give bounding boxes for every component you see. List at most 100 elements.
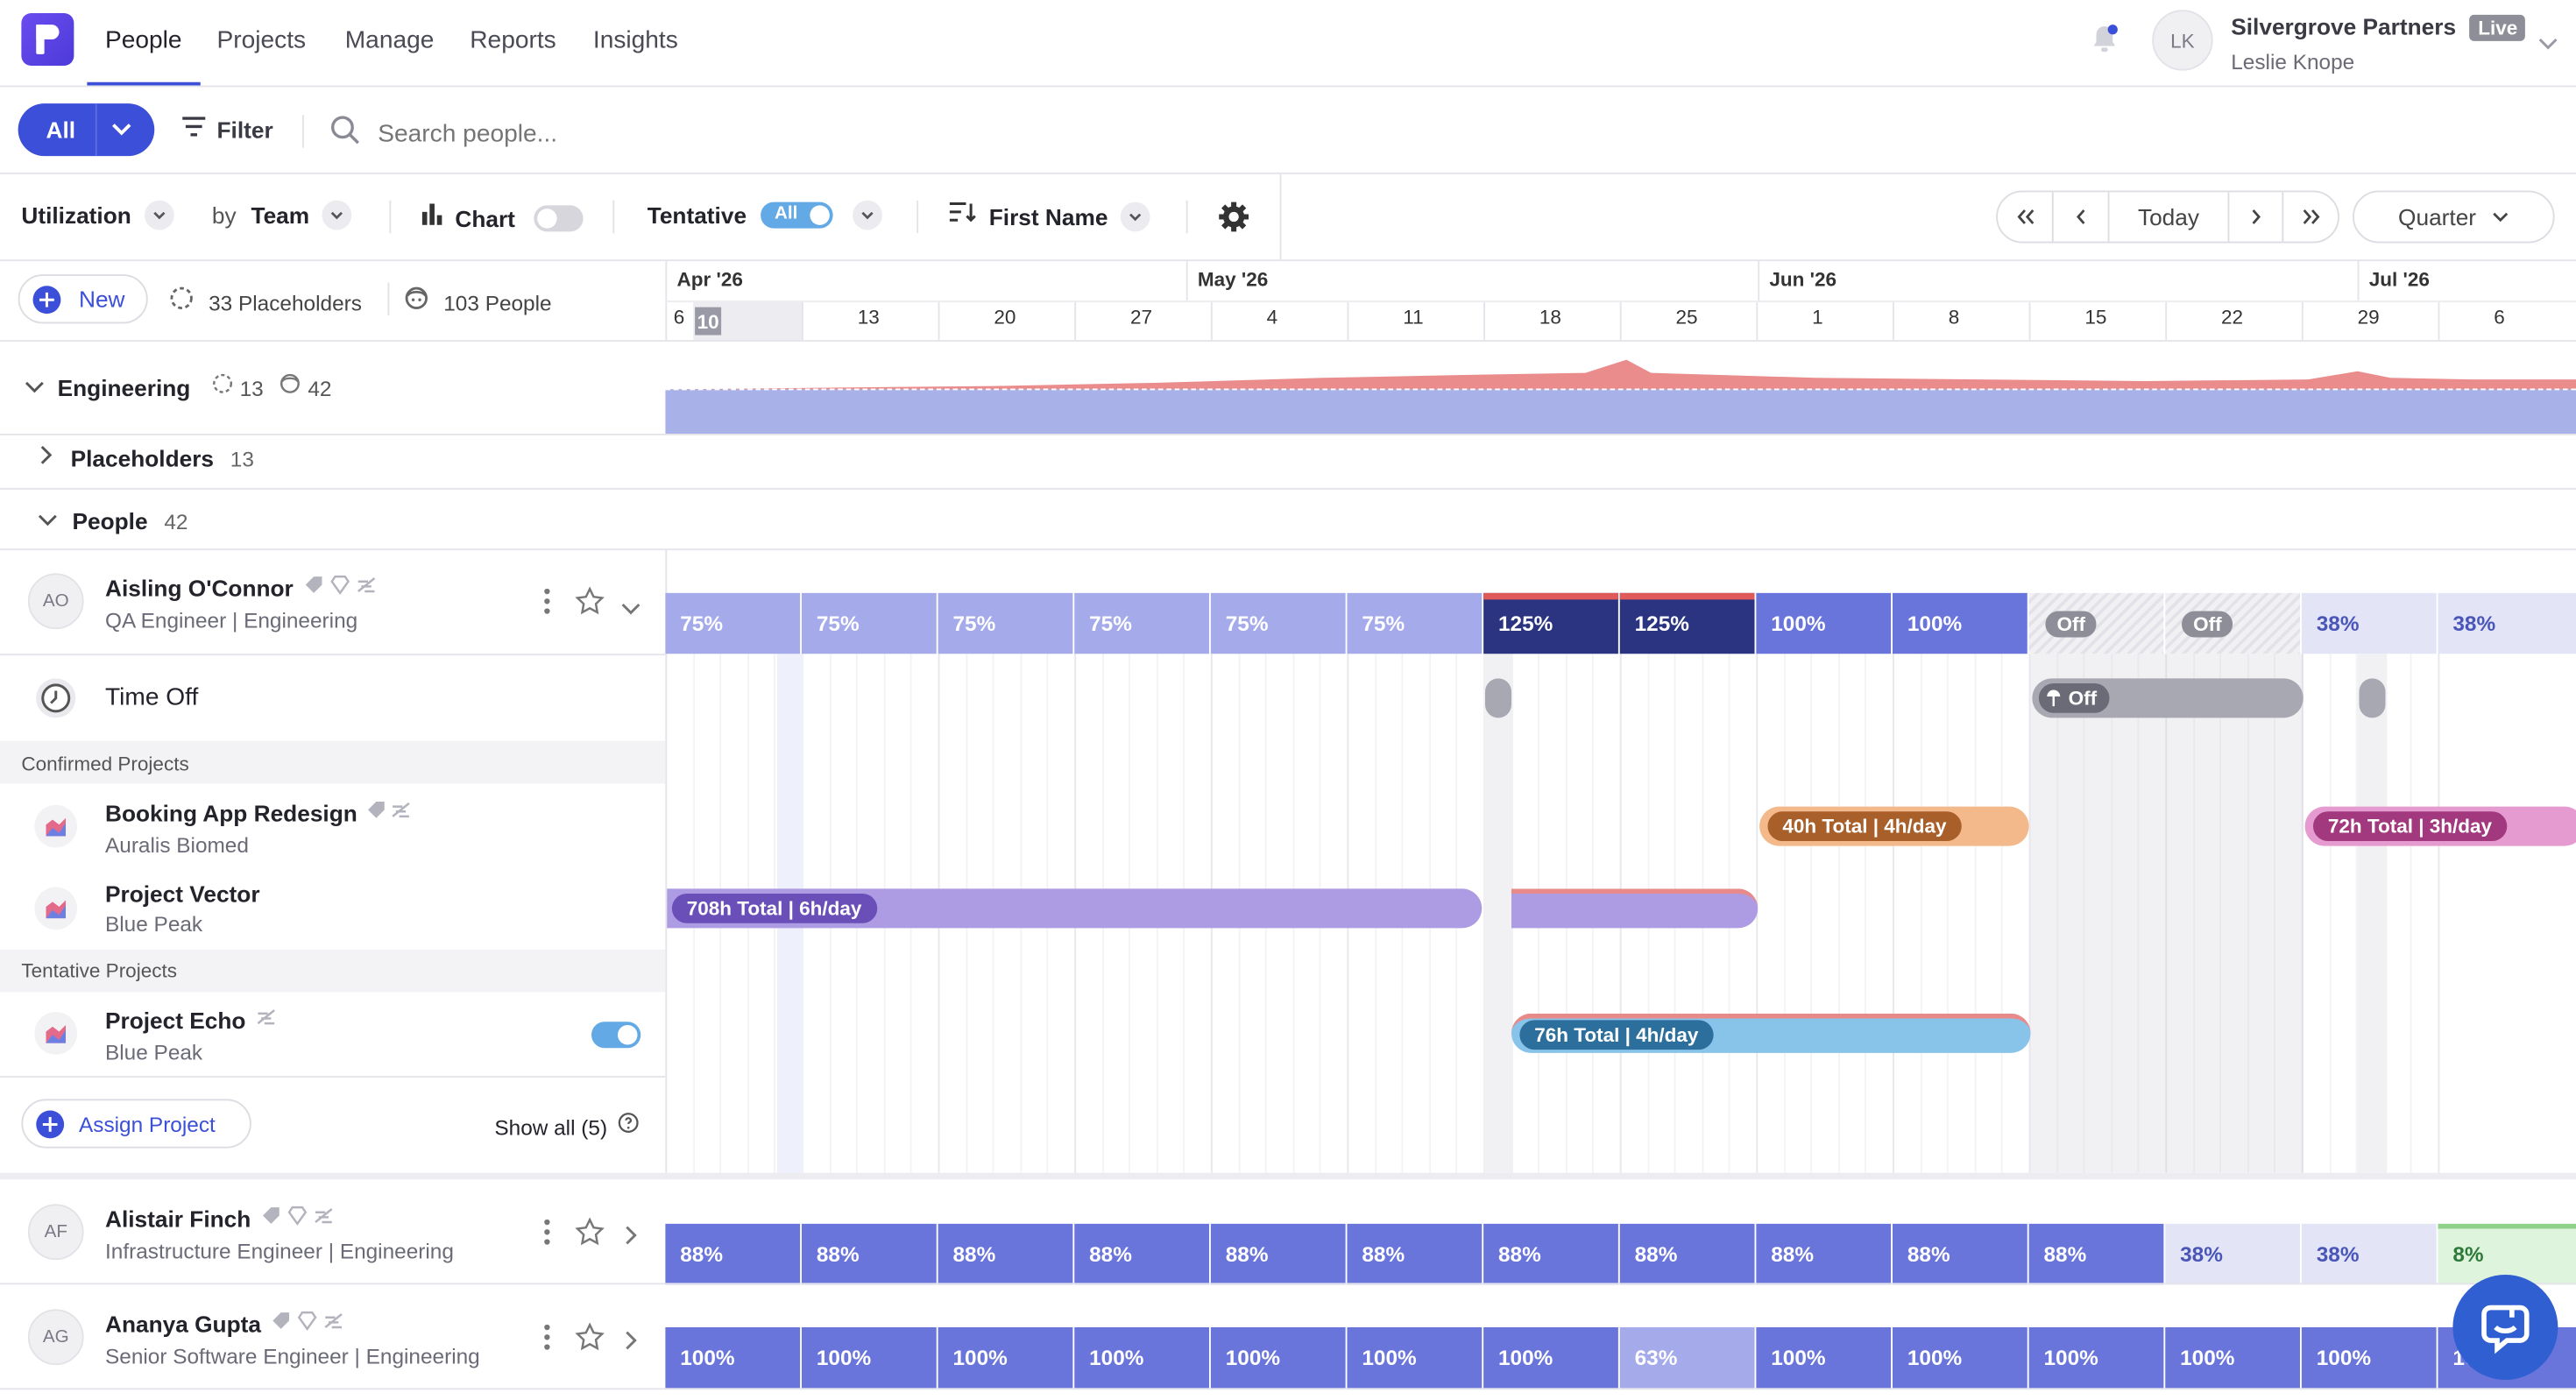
utilization-cell[interactable]: 38%	[2301, 592, 2437, 654]
jump-forward-icon[interactable]	[2283, 192, 2338, 241]
utilization-cell[interactable]: 88%	[1483, 1223, 1618, 1285]
utilization-cell[interactable]: Off	[2165, 592, 2300, 654]
chevron-down-icon[interactable]	[853, 200, 883, 230]
utilization-cell[interactable]: 75%	[802, 592, 937, 654]
tentative-toggle[interactable]	[591, 1022, 641, 1049]
utilization-cell[interactable]: 100%	[802, 1327, 937, 1389]
utilization-cell[interactable]: 100%	[1756, 592, 1892, 654]
utilization-cell[interactable]: 75%	[1347, 592, 1483, 654]
chart-toggle[interactable]: Chart	[421, 202, 583, 234]
assignment-bar[interactable]: 40h Total | 4h/day	[1759, 806, 2029, 846]
avatar[interactable]: AF	[27, 1204, 84, 1261]
time-off-block[interactable]	[2359, 678, 2386, 718]
app-logo[interactable]	[21, 13, 74, 66]
expand-chevron-right-icon[interactable]	[625, 1329, 638, 1359]
utilization-cell[interactable]: 88%	[802, 1223, 937, 1285]
utilization-dropdown[interactable]: Utilization	[21, 200, 174, 230]
help-chat-button[interactable]	[2452, 1275, 2558, 1380]
more-vertical-icon[interactable]	[542, 1324, 552, 1358]
new-button[interactable]: New	[18, 274, 148, 324]
tab-reports[interactable]: Reports	[470, 26, 556, 54]
project-info[interactable]: Project Echo Blue Peak	[105, 1006, 279, 1064]
account-chevron-down-icon[interactable]	[2538, 30, 2558, 60]
person-info[interactable]: Aisling O'Connor QA Engineer | Engineeri…	[105, 573, 379, 633]
utilization-cell[interactable]: 100%	[665, 1327, 801, 1389]
utilization-cell[interactable]: 100%	[1893, 1327, 2028, 1389]
utilization-cell[interactable]: 8%	[2438, 1223, 2576, 1285]
utilization-cell[interactable]: 100%	[2301, 1327, 2437, 1389]
show-all-link[interactable]: Show all (5)	[494, 1112, 638, 1142]
utilization-cell[interactable]: 75%	[938, 592, 1073, 654]
utilization-cell[interactable]: 100%	[1483, 1327, 1618, 1389]
collapse-chevron-down-icon[interactable]	[621, 595, 641, 625]
group-by-dropdown[interactable]: by Team	[212, 200, 352, 230]
chevron-right-icon[interactable]	[2229, 192, 2284, 242]
utilization-cell[interactable]: 88%	[938, 1223, 1073, 1285]
utilization-cell[interactable]: 88%	[1210, 1223, 1346, 1285]
placeholders-count[interactable]: 33 Placeholders	[169, 286, 362, 319]
utilization-cell[interactable]: Off	[2028, 592, 2164, 654]
utilization-cell[interactable]: 88%	[1074, 1223, 1209, 1285]
person-info[interactable]: Ananya Gupta Senior Software Engineer | …	[105, 1309, 480, 1368]
utilization-cell[interactable]: 100%	[1210, 1327, 1346, 1389]
range-dropdown[interactable]: Quarter	[2353, 190, 2555, 244]
notifications-bell-icon[interactable]	[2086, 21, 2122, 57]
jump-back-icon[interactable]	[1998, 192, 2054, 242]
more-vertical-icon[interactable]	[542, 1219, 552, 1253]
utilization-cell[interactable]: 100%	[2165, 1327, 2300, 1389]
more-vertical-icon[interactable]	[542, 588, 552, 622]
star-icon[interactable]	[575, 1217, 605, 1255]
assignment-bar[interactable]: 708h Total | 6h/day	[667, 888, 1483, 929]
utilization-cell[interactable]: 75%	[1074, 592, 1209, 654]
utilization-cell[interactable]: 75%	[665, 592, 801, 654]
utilization-cell[interactable]: 125%	[1619, 592, 1755, 654]
utilization-cell[interactable]: 75%	[1210, 592, 1346, 654]
project-info[interactable]: Booking App Redesign Auralis Biomed	[105, 798, 416, 858]
avatar[interactable]: AG	[27, 1309, 84, 1366]
search-input[interactable]	[374, 111, 874, 155]
settings-gear-icon[interactable]	[1217, 201, 1250, 242]
utilization-cell[interactable]: 88%	[1347, 1223, 1483, 1285]
star-icon[interactable]	[575, 586, 605, 624]
utilization-cell[interactable]: 100%	[1347, 1327, 1483, 1389]
today-button[interactable]: Today	[2110, 192, 2230, 242]
all-dropdown[interactable]: All	[18, 103, 155, 157]
star-icon[interactable]	[575, 1322, 605, 1360]
assign-project-button[interactable]: Assign Project	[21, 1099, 251, 1149]
utilization-cell[interactable]: 63%	[1619, 1327, 1755, 1389]
people-section[interactable]: People 42	[38, 506, 188, 536]
utilization-cell[interactable]: 100%	[2028, 1327, 2164, 1389]
tab-projects[interactable]: Projects	[216, 26, 307, 54]
utilization-cell[interactable]: 38%	[2438, 592, 2576, 654]
expand-chevron-right-icon[interactable]	[625, 1224, 638, 1254]
utilization-cell[interactable]: 38%	[2301, 1223, 2437, 1285]
tab-people[interactable]: People	[105, 26, 182, 54]
sort-dropdown[interactable]: First Name	[949, 201, 1151, 232]
people-count[interactable]: 103 People	[404, 286, 552, 319]
assignment-bar[interactable]: 72h Total | 3h/day	[2304, 806, 2576, 846]
time-off-bar[interactable]: Off	[2032, 678, 2304, 718]
utilization-cell[interactable]: 88%	[1756, 1223, 1892, 1285]
utilization-cell[interactable]: 38%	[2165, 1223, 2300, 1285]
tab-insights[interactable]: Insights	[592, 26, 678, 54]
group-engineering[interactable]: Engineering 13 42	[25, 373, 331, 403]
utilization-cell[interactable]: 88%	[1893, 1223, 2028, 1285]
account-switcher[interactable]: Silvergrove Partners Live Leslie Knope	[2231, 13, 2526, 74]
placeholders-section[interactable]: Placeholders 13	[39, 443, 254, 473]
tab-manage[interactable]: Manage	[344, 26, 435, 54]
utilization-cell[interactable]: 125%	[1483, 592, 1618, 654]
utilization-cell[interactable]: 88%	[1619, 1223, 1755, 1285]
project-info[interactable]: Project Vector Blue Peak	[105, 880, 260, 937]
filter-button[interactable]: Filter	[182, 115, 273, 145]
avatar[interactable]: AO	[27, 573, 84, 630]
utilization-cell[interactable]: 100%	[938, 1327, 1073, 1389]
tentative-filter[interactable]: Tentative All	[648, 200, 883, 230]
assignment-bar[interactable]	[1511, 888, 1759, 929]
time-off-block[interactable]	[1485, 678, 1511, 718]
utilization-cell[interactable]: 88%	[665, 1223, 801, 1285]
assignment-bar[interactable]: 76h Total | 4h/day	[1511, 1013, 2031, 1053]
user-avatar[interactable]: LK	[2152, 10, 2213, 71]
utilization-cell[interactable]: 88%	[2028, 1223, 2164, 1285]
tentative-switch[interactable]: All	[761, 202, 834, 229]
utilization-cell[interactable]: 100%	[1074, 1327, 1209, 1389]
